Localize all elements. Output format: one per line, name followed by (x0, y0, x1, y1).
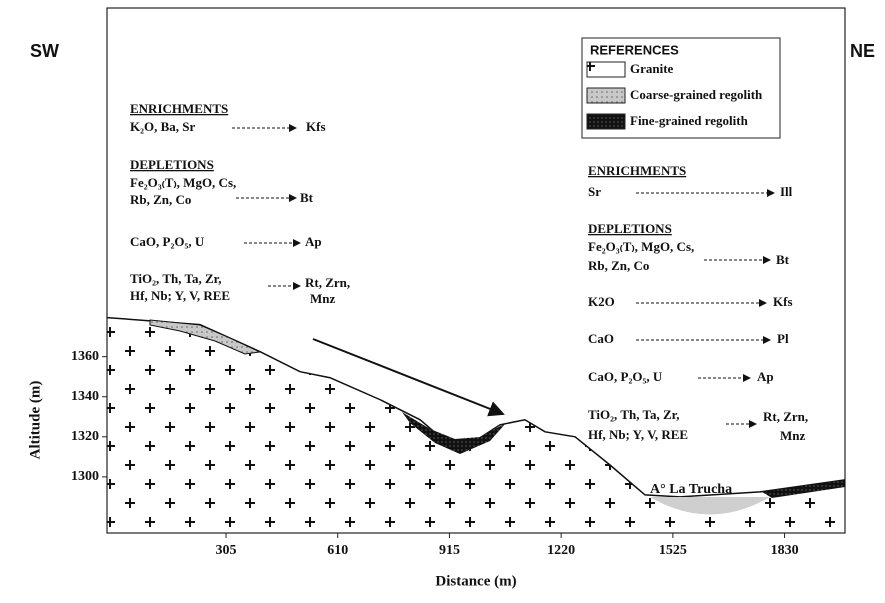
note-text: Rb, Zn, Co (588, 258, 649, 273)
note-text: Pl (777, 331, 789, 346)
note-text: Mnz (310, 291, 336, 306)
note-text: Ap (305, 234, 322, 249)
y-tick-label: 1340 (71, 389, 99, 404)
note-text: Kfs (306, 119, 326, 134)
legend-title: REFERENCES (590, 42, 679, 57)
legend-swatch (587, 88, 625, 103)
note-text: TiO₂, Th, Ta, Zr, (588, 407, 679, 422)
x-axis-title: Distance (m) (435, 573, 516, 589)
note-text: K₂O, Ba, Sr (130, 119, 196, 134)
x-tick-label: 1220 (547, 543, 575, 558)
note-text: Bt (776, 252, 790, 267)
note-text: Sr (588, 184, 601, 199)
note-text: Rb, Zn, Co (130, 192, 191, 207)
note-text: Rt, Zrn, (305, 275, 350, 290)
legend-label: Granite (630, 61, 674, 76)
legend-swatch (587, 114, 625, 129)
y-tick-label: 1320 (71, 429, 99, 444)
note-text: Mnz (780, 428, 806, 443)
legend-swatch (587, 62, 625, 77)
note-text: K2O (588, 294, 615, 309)
x-tick-label: 1525 (659, 543, 687, 558)
note-text: Kfs (773, 294, 793, 309)
x-tick-label: 1830 (771, 543, 799, 558)
note-text: Hf, Nb; Y, V, REE (588, 427, 688, 442)
sw-label: SW (30, 41, 59, 61)
note-text: Rt, Zrn, (763, 409, 808, 424)
legend-label: Coarse-grained regolith (630, 87, 763, 102)
note-text: Bt (300, 190, 314, 205)
note-heading: ENRICHMENTS (130, 101, 228, 116)
x-tick-label: 610 (327, 543, 348, 558)
legend-label: Fine-grained regolith (630, 113, 749, 128)
x-tick-label: 915 (439, 543, 460, 558)
y-tick-label: 1360 (71, 349, 99, 364)
note-text: CaO, P₂O₅, U (130, 234, 205, 249)
note-text: Fe₂O₃₍T₎, MgO, Cs, (130, 175, 236, 190)
note-text: Ap (757, 369, 774, 384)
y-axis-title: Altitude (m) (27, 381, 43, 460)
chart: SW NE A° La Trucha Distance (m) Altitude… (0, 0, 885, 603)
y-tick-label: 1300 (71, 469, 99, 484)
note-text: Ill (780, 184, 793, 199)
note-text: Hf, Nb; Y, V, REE (130, 288, 230, 303)
note-heading: ENRICHMENTS (588, 163, 686, 178)
note-text: Fe₂O₃₍T₎, MgO, Cs, (588, 239, 694, 254)
note-heading: DEPLETIONS (588, 221, 672, 236)
note-text: TiO₂, Th, Ta, Zr, (130, 271, 221, 286)
place-label: A° La Trucha (650, 482, 732, 497)
x-tick-label: 305 (216, 543, 237, 558)
note-text: CaO, P₂O₅, U (588, 369, 663, 384)
note-text: CaO (588, 331, 614, 346)
ne-label: NE (850, 41, 875, 61)
note-heading: DEPLETIONS (130, 157, 214, 172)
